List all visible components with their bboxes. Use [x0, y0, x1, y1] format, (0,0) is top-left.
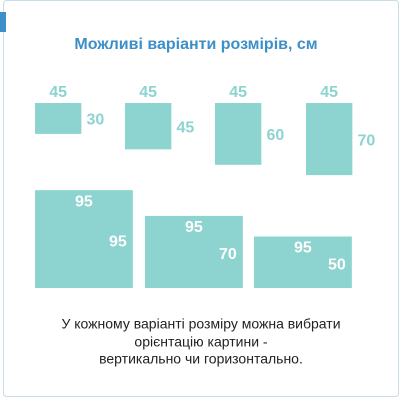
size-rect [35, 190, 133, 288]
height-label: 30 [86, 112, 104, 129]
width-label: 45 [229, 84, 247, 101]
height-label: 60 [266, 127, 284, 144]
size-rect [215, 103, 262, 165]
size-rect [35, 103, 82, 134]
note-line: орієнтацію картини - [134, 334, 267, 350]
height-label: 50 [328, 256, 346, 273]
frame [3, 0, 399, 397]
width-label: 45 [49, 84, 67, 101]
width-label: 45 [320, 84, 338, 101]
tab-marker [0, 12, 6, 32]
size-rect [306, 103, 353, 176]
size-rect [125, 103, 172, 150]
note-line: вертикально чи горизонтально. [99, 351, 303, 367]
height-label: 95 [109, 233, 127, 250]
height-label: 70 [219, 246, 237, 263]
width-label: 95 [185, 219, 203, 236]
width-label: 45 [139, 84, 157, 101]
title: Можливі варіанти розмірів, см [74, 36, 317, 53]
width-label: 95 [75, 193, 93, 210]
width-label: 95 [294, 240, 312, 257]
size-rect [254, 236, 352, 288]
note-line: У кожному варіанті розміру можна вибрати [61, 316, 340, 332]
size-rect [145, 215, 243, 288]
height-label: 70 [357, 132, 375, 149]
height-label: 45 [176, 119, 194, 136]
